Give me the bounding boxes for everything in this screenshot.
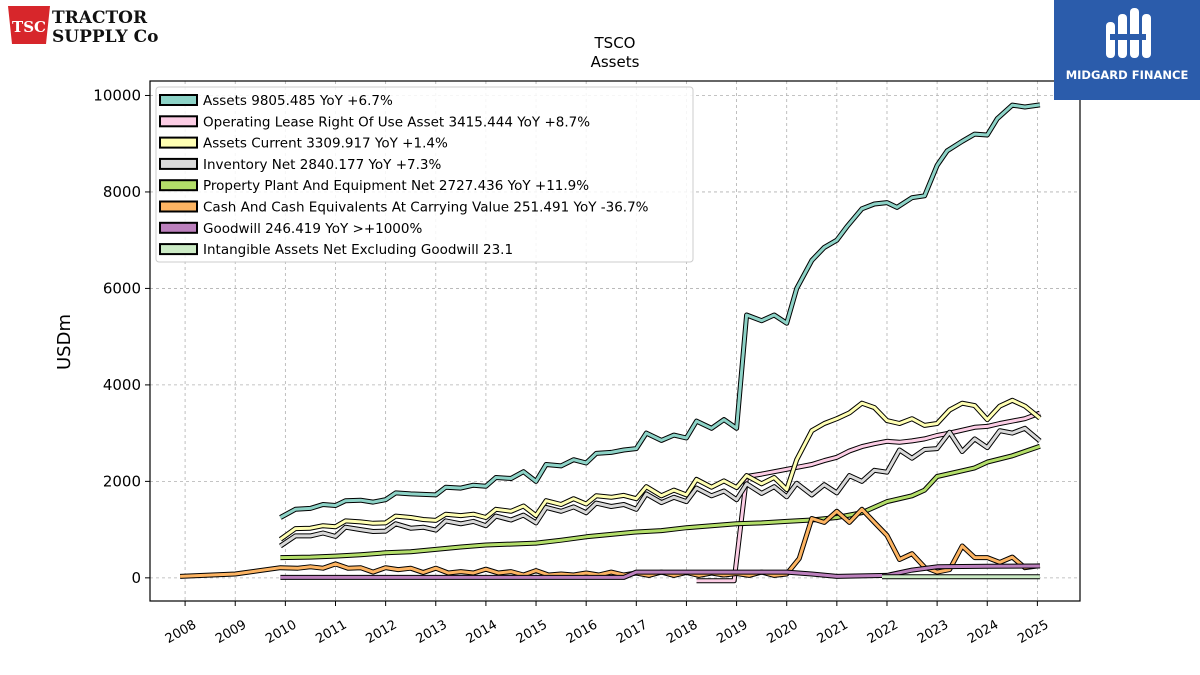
legend-entry: Cash And Cash Equivalents At Carrying Va… (203, 200, 649, 216)
legend-box (155, 86, 694, 263)
legend-entry: Property Plant And Equipment Net 2727.43… (203, 178, 589, 194)
tsc-badge-shape (8, 6, 50, 44)
x-tick-label: 2015 (514, 617, 550, 647)
y-tick-label: 6000 (103, 279, 141, 297)
legend-swatch (159, 136, 198, 149)
legend-swatch (159, 157, 198, 170)
series-lines (179, 102, 1042, 584)
midgard-finance-logo: MIDGARD FINANCE (1054, 0, 1200, 100)
x-tick-label: 2020 (765, 617, 801, 647)
x-tick-label: 2010 (263, 617, 299, 647)
x-tick-label: 2017 (614, 617, 650, 647)
legend-entry: Operating Lease Right Of Use Asset 3415.… (203, 114, 590, 130)
y-tick-label: 8000 (103, 183, 141, 201)
midgard-finance-text: MIDGARD FINANCE (1065, 68, 1189, 82)
legend-swatch (159, 200, 198, 213)
legend-swatch (159, 115, 198, 128)
legend-swatch (159, 243, 198, 256)
series-line (279, 398, 1041, 541)
x-tick-label: 2018 (664, 617, 700, 647)
x-tick-label: 2023 (915, 617, 951, 647)
x-tick-label: 2013 (414, 617, 450, 647)
y-tick-label: 2000 (103, 472, 141, 490)
x-tick-label: 2009 (213, 617, 249, 647)
chart-title: TSCO (594, 34, 636, 52)
series-line (279, 426, 1041, 548)
x-tick-label: 2025 (1015, 617, 1051, 647)
legend-entry: Assets 9805.485 YoY +6.7% (203, 93, 393, 109)
x-tick-label: 2014 (464, 617, 500, 647)
series-line (180, 507, 1041, 578)
chart-subtitle: Assets (591, 53, 640, 71)
legend-entry: Assets Current 3309.917 YoY +1.4% (203, 136, 448, 152)
x-tick-label: 2019 (714, 617, 750, 647)
y-tick-label: 10000 (93, 86, 141, 104)
series-line (280, 444, 1041, 560)
x-tick-label: 2008 (163, 617, 199, 647)
x-tick-label: 2016 (564, 617, 600, 647)
x-tick-label: 2011 (313, 617, 349, 647)
tsc-logo-line1: TRACTOR (52, 8, 148, 28)
y-axis-label: USDm (54, 314, 75, 370)
series-line (280, 564, 1040, 579)
legend-entry: Goodwill 246.419 YoY >+1000% (203, 221, 422, 237)
tsc-badge-text: TSC (12, 18, 46, 36)
series-line (279, 103, 1041, 519)
x-tick-label: 2021 (815, 617, 851, 647)
legend-swatch (159, 221, 198, 234)
y-tick-label: 4000 (103, 376, 141, 394)
tsc-logo-line2: SUPPLY Co (52, 27, 158, 47)
legend-entry: Inventory Net 2840.177 YoY +7.3% (203, 157, 441, 173)
x-tick-label: 2022 (865, 617, 901, 647)
x-tick-label: 2024 (965, 617, 1001, 647)
x-tick-label: 2012 (363, 617, 399, 647)
legend-swatch (159, 179, 198, 192)
legend-swatch (159, 94, 198, 106)
midgard-emblem-icon (1106, 8, 1151, 58)
plot-frame (149, 80, 1081, 602)
y-tick-label: 0 (131, 569, 141, 587)
legend-entry: Intangible Assets Net Excluding Goodwill… (203, 242, 513, 258)
tractor-supply-logo: TSC TRACTOR SUPPLY Co (6, 4, 166, 48)
legend: Assets 9805.485 YoY +6.7% Operating Lease… (155, 86, 694, 263)
series-line (696, 411, 1041, 583)
